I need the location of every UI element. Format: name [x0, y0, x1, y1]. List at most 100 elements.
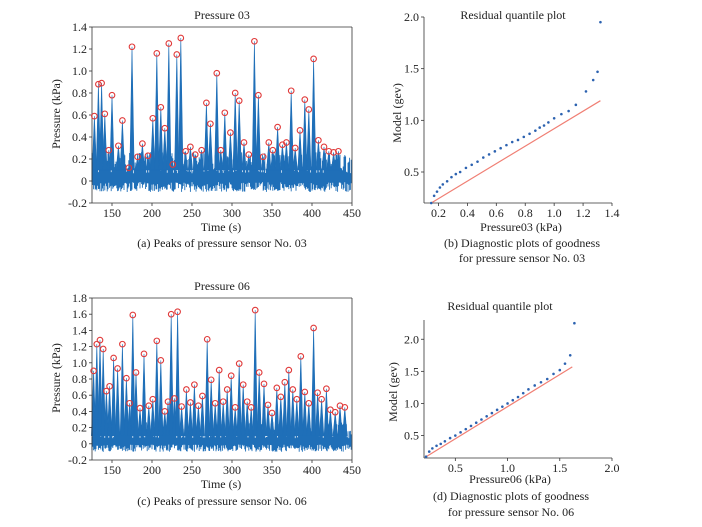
- panel-b-qq-point: [470, 163, 474, 167]
- panel-a-peak-marker: [149, 114, 157, 122]
- panel-d-qq-points: [424, 321, 576, 459]
- panel-c-spike: [123, 378, 129, 436]
- panel-d-y-tick-label: 2.0: [404, 332, 419, 346]
- panel-c-peak-marker: [96, 336, 104, 344]
- panel-b-qq-points: [429, 20, 602, 205]
- panel-d-plot-area: 0.5 1.0 1.5 2.0 0.5 1.0 1.5 2.0: [404, 320, 620, 475]
- panel-a-spike: [232, 92, 238, 171]
- panel-c-caption: (c) Peaks of pressure sensor No. 06: [137, 494, 307, 508]
- panel-c-spike: [332, 412, 338, 436]
- panel-a-y-tick-label: -0.2: [68, 196, 87, 210]
- panel-c-spike: [302, 391, 308, 436]
- panel-c-peak-marker: [132, 369, 140, 376]
- panel-d-qq-point: [501, 405, 504, 408]
- panel-a-peak-marker: [134, 153, 141, 161]
- panel-a-peak-marker: [325, 147, 333, 155]
- panel-b-x-tick-label: 1.0: [547, 206, 562, 220]
- panel-a-spike: [183, 151, 189, 171]
- panel-c-spike: [158, 360, 164, 436]
- panel-a-peak-marker: [217, 146, 225, 154]
- panel-a-y-tick-label: 1.0: [72, 64, 87, 78]
- panel-c-y-tick-label: 1.8: [72, 291, 87, 305]
- panel-a-y-tick-label: 1.4: [72, 20, 87, 34]
- panel-a-peak-marker: [187, 143, 194, 151]
- panel-a-plot-area: 150 200 250 300 350 400 450 -0.2 0 0.2 0.4 0.6 0.8 1.…: [68, 20, 361, 220]
- panel-b-ylabel: Model (gev): [390, 83, 404, 143]
- panel-c-spike: [278, 396, 284, 436]
- panel-c-spike: [204, 339, 210, 436]
- panel-c-x-tick-label: 300: [223, 463, 241, 477]
- panel-b-qq-point: [476, 160, 479, 163]
- panel-c-spike: [146, 405, 152, 436]
- panel-d-qq-point: [506, 402, 509, 405]
- panel-a-y-tick-label: 0: [81, 174, 87, 188]
- panel-c-peak-marker: [149, 395, 157, 403]
- panel-a-spike: [283, 142, 289, 171]
- panel-c-peak-marker: [211, 399, 219, 407]
- panel-d-x-tick-label: 0.5: [448, 461, 463, 475]
- panel-a-peaks-pressure-03: Pressure 03 150 200 250 300 350 400 450 -0.2 0 0.…: [49, 8, 361, 250]
- panel-d-qq-point: [495, 408, 499, 412]
- panel-c-spike: [282, 382, 288, 436]
- panel-a-xlabel: Time (s): [201, 220, 242, 234]
- panel-c-peak-marker: [310, 324, 317, 332]
- panel-c-spike: [187, 402, 193, 436]
- panel-c-spike: [315, 392, 321, 436]
- panel-c-peak-marker: [219, 398, 227, 406]
- panel-a-peak-marker: [245, 151, 253, 158]
- panel-c-peak-marker: [164, 398, 172, 406]
- panel-a-spike: [174, 54, 180, 171]
- panel-d-y-tick-label: 1.0: [404, 396, 419, 410]
- panel-d-ylabel: Model (gev): [386, 362, 400, 422]
- panel-b-y-tick-label: 1.0: [404, 113, 419, 127]
- panel-a-spike: [95, 84, 101, 171]
- panel-c-peak-marker: [297, 352, 305, 360]
- panel-d-qq-point: [464, 427, 468, 431]
- panel-b-qq-point: [445, 180, 449, 183]
- panel-a-spike: [246, 154, 252, 171]
- panel-a-peak-marker: [161, 124, 169, 132]
- panel-a-peak-marker: [173, 51, 181, 58]
- panel-a-y-tick-label: 0.8: [72, 86, 87, 100]
- panel-a-spike: [288, 90, 294, 171]
- panel-a-peak-marker: [198, 146, 205, 154]
- panel-a-spike: [227, 132, 233, 171]
- panel-a-peak-marker: [221, 109, 229, 117]
- panel-a-peak-marker: [296, 127, 304, 134]
- panel-c-peak-marker: [251, 306, 259, 314]
- panel-b-qq-pressure-03: Residual quantile plot 0.2 0.4 0.6 0.8 1.0 1.…: [390, 8, 620, 265]
- panel-c-xlabel: Time (s): [201, 477, 242, 491]
- panel-a-peak-marker: [207, 120, 214, 128]
- panel-a-peak-marker: [119, 117, 126, 124]
- panel-c-peak-marker: [260, 380, 268, 388]
- panel-d-qq-point: [552, 372, 555, 376]
- panel-c-peak-marker: [110, 354, 117, 362]
- panel-a-spike: [166, 43, 172, 171]
- panel-c-y-tick-label: -0.2: [68, 453, 87, 467]
- panel-a-peak-marker: [177, 34, 185, 42]
- panel-c-peak-marker: [281, 378, 289, 386]
- panel-b-qq-point: [542, 124, 546, 127]
- panel-c-peak-marker: [199, 392, 206, 400]
- panel-c-spike: [208, 379, 214, 436]
- panel-b-qq-point: [538, 126, 541, 129]
- panel-c-spike: [319, 399, 325, 436]
- panel-a-spike: [129, 46, 135, 171]
- panel-b-qq-point: [567, 109, 570, 113]
- panel-a-spike: [99, 83, 105, 171]
- panel-a-spike: [311, 58, 317, 171]
- panel-c-spike: [183, 389, 189, 436]
- panel-d-qq-point: [485, 414, 488, 418]
- panel-b-caption-line2: for pressure sensor No. 03: [459, 251, 585, 265]
- panel-c-spike: [220, 401, 226, 436]
- panel-d-fit-line: [425, 366, 573, 458]
- panel-c-spike: [337, 405, 343, 436]
- panel-b-qq-point: [487, 153, 491, 156]
- panel-d-qq-point: [511, 398, 515, 402]
- panel-c-spike: [97, 340, 103, 436]
- panel-a-spike: [187, 146, 193, 171]
- panel-c-peak-markers: [90, 306, 349, 417]
- panel-a-spike: [297, 130, 303, 171]
- panel-a-spike: [222, 112, 228, 171]
- panel-a-peak-marker: [259, 153, 267, 161]
